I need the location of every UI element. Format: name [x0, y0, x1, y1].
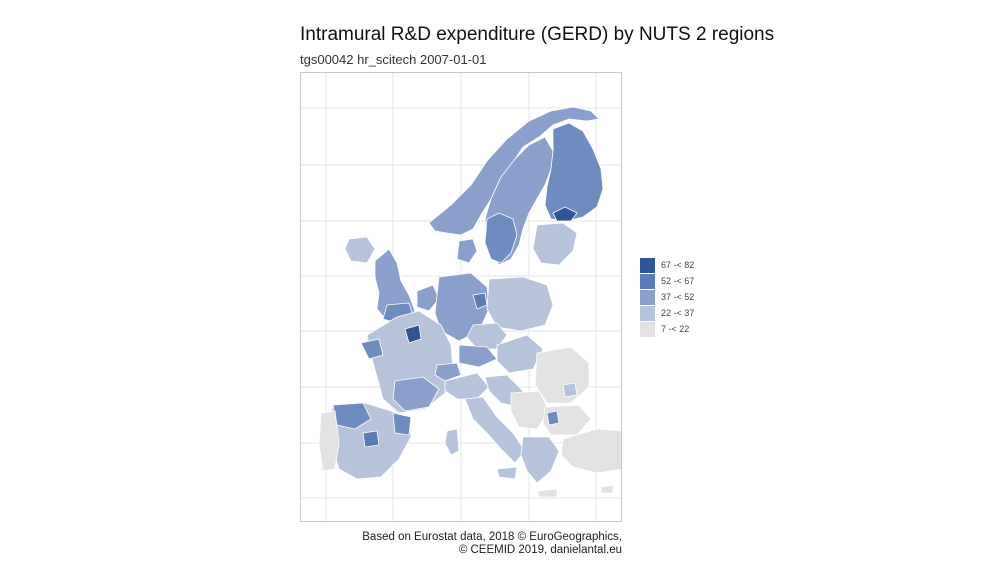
region-paris: [404, 324, 422, 344]
map-panel: [300, 72, 622, 522]
region-greece: [520, 436, 560, 484]
region-turkey: [560, 428, 621, 474]
legend-label: 67 -< 82: [661, 260, 695, 270]
region-hungary: [496, 334, 544, 374]
region-sardinia: [444, 428, 460, 456]
region-france-south: [392, 376, 440, 412]
regions: [318, 106, 621, 498]
region-crete: [536, 488, 558, 498]
map-title: Intramural R&D expenditure (GERD) by NUT…: [300, 24, 775, 45]
region-norway: [428, 106, 600, 236]
region-romania: [534, 346, 590, 404]
legend-swatch: [640, 290, 655, 305]
region-finland: [544, 122, 604, 222]
region-sweden-south: [484, 212, 518, 264]
legend-swatch: [640, 274, 655, 289]
region-austria: [458, 344, 498, 368]
legend-swatch: [640, 306, 655, 321]
region-helsinki: [552, 206, 578, 222]
caption-line-1: Based on Eurostat data, 2018 © EuroGeogr…: [362, 531, 622, 543]
region-brittany: [360, 338, 384, 360]
region-denmark: [456, 238, 478, 264]
europe-map: [301, 73, 621, 521]
legend-swatch: [640, 322, 655, 337]
region-sicily: [496, 466, 518, 480]
legend-label: 7 -< 22: [661, 324, 690, 334]
region-switzerland: [434, 362, 462, 382]
region-madrid: [362, 430, 380, 448]
region-benelux: [416, 284, 440, 312]
region-baltics: [532, 222, 578, 266]
region-sofia: [546, 410, 560, 426]
caption-line-2: © CEEMID 2019, danielantal.eu: [458, 544, 622, 556]
region-ireland: [344, 236, 376, 264]
map-subtitle: tgs00042 hr_scitech 2007-01-01: [300, 52, 487, 67]
legend-label: 52 -< 67: [661, 276, 695, 286]
region-italy: [464, 396, 526, 464]
region-cyprus: [600, 484, 614, 494]
region-bucharest: [562, 382, 578, 398]
legend-label: 22 -< 37: [661, 308, 695, 318]
legend-swatch: [640, 258, 655, 273]
map-caption: Based on Eurostat data, 2018 © EuroGeogr…: [362, 531, 622, 557]
region-poland: [486, 276, 554, 332]
legend-label: 37 -< 52: [661, 292, 695, 302]
region-portugal: [318, 410, 340, 472]
region-catalonia: [392, 412, 412, 436]
